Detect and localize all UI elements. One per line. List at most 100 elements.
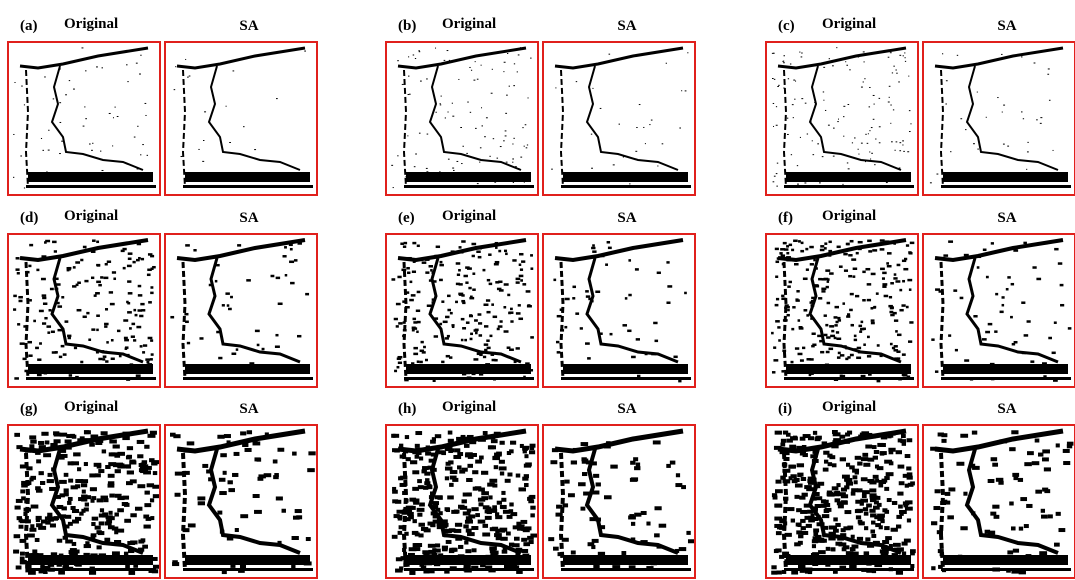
speckle [522, 554, 529, 558]
speckle [837, 246, 841, 249]
speckle [639, 104, 641, 105]
speckle [204, 111, 206, 112]
speckle [475, 128, 477, 129]
speckle [1048, 68, 1050, 69]
sa-title: SA [997, 210, 1016, 226]
speckle [137, 168, 139, 169]
speckle [516, 474, 521, 478]
speckle [294, 259, 298, 262]
speckle [436, 559, 440, 563]
speckle [113, 463, 119, 467]
speckle [482, 524, 488, 528]
speckle [681, 485, 686, 489]
speckle [848, 254, 852, 256]
speckle [430, 491, 435, 495]
speckle [882, 277, 885, 280]
speckle [848, 275, 852, 278]
speckle [65, 173, 66, 174]
speckle [775, 431, 782, 435]
speckle [33, 367, 37, 370]
speckle [982, 338, 987, 341]
speckle [527, 304, 530, 307]
speckle [252, 439, 257, 443]
speckle [791, 519, 795, 523]
speckle [839, 435, 845, 439]
speckle [230, 564, 235, 568]
speckle [191, 178, 193, 179]
speckle [416, 310, 420, 313]
speckle [69, 80, 70, 81]
speckle [843, 136, 844, 137]
speckle [427, 569, 434, 573]
speckle [875, 479, 879, 483]
bottom-line [784, 185, 914, 188]
speckle [147, 363, 152, 366]
speckle [123, 432, 130, 436]
speckle [140, 154, 141, 155]
speckle [246, 279, 251, 282]
speckle [876, 292, 879, 295]
speckle [429, 265, 434, 268]
speckle [55, 278, 58, 281]
speckle [635, 268, 639, 271]
speckle [516, 347, 520, 350]
speckle [806, 524, 812, 528]
speckle [439, 279, 443, 282]
speckle [890, 105, 891, 106]
speckle [901, 434, 906, 438]
speckle [409, 299, 414, 302]
speckle [460, 506, 467, 510]
speckle [571, 460, 577, 464]
bottom-line [941, 377, 1071, 380]
speckle [872, 445, 877, 449]
speckle [113, 445, 120, 449]
speckle [115, 469, 121, 473]
speckle [468, 520, 473, 524]
speckle [623, 156, 624, 157]
speckle [123, 267, 126, 270]
speckle [150, 255, 154, 258]
speckle [850, 293, 854, 296]
speckle [906, 172, 908, 173]
speckle [143, 557, 151, 561]
speckle [1020, 497, 1027, 501]
speckle [153, 557, 158, 561]
speckle [255, 180, 256, 181]
speckle [512, 259, 516, 262]
speckle [198, 149, 199, 150]
speckle [887, 175, 889, 176]
speckle [103, 351, 107, 354]
speckle [775, 248, 779, 251]
speckle [14, 433, 20, 437]
speckle [935, 489, 941, 493]
speckle [54, 288, 58, 291]
speckle [824, 460, 828, 464]
speckle [439, 264, 444, 267]
speckle [37, 374, 42, 377]
speckle [879, 368, 882, 371]
speckle [89, 473, 95, 477]
speckle [463, 524, 468, 528]
speckle [66, 434, 72, 438]
speckle [92, 239, 96, 242]
speckle [592, 88, 593, 89]
speckle [871, 307, 874, 310]
speckle [899, 150, 901, 151]
speckle [216, 264, 220, 267]
speckle [774, 446, 781, 450]
speckle [472, 288, 476, 291]
speckle [890, 123, 891, 124]
speckle [444, 533, 448, 537]
speckle [1035, 439, 1040, 443]
speckle [905, 57, 906, 58]
speckle [422, 351, 426, 354]
speckle [812, 544, 816, 548]
speckle [421, 566, 426, 570]
speckle [857, 488, 862, 492]
speckle [479, 334, 483, 337]
speckle [110, 369, 113, 372]
speckle [862, 453, 868, 457]
speckle [432, 272, 435, 275]
speckle [187, 441, 195, 445]
speckle [470, 338, 473, 341]
